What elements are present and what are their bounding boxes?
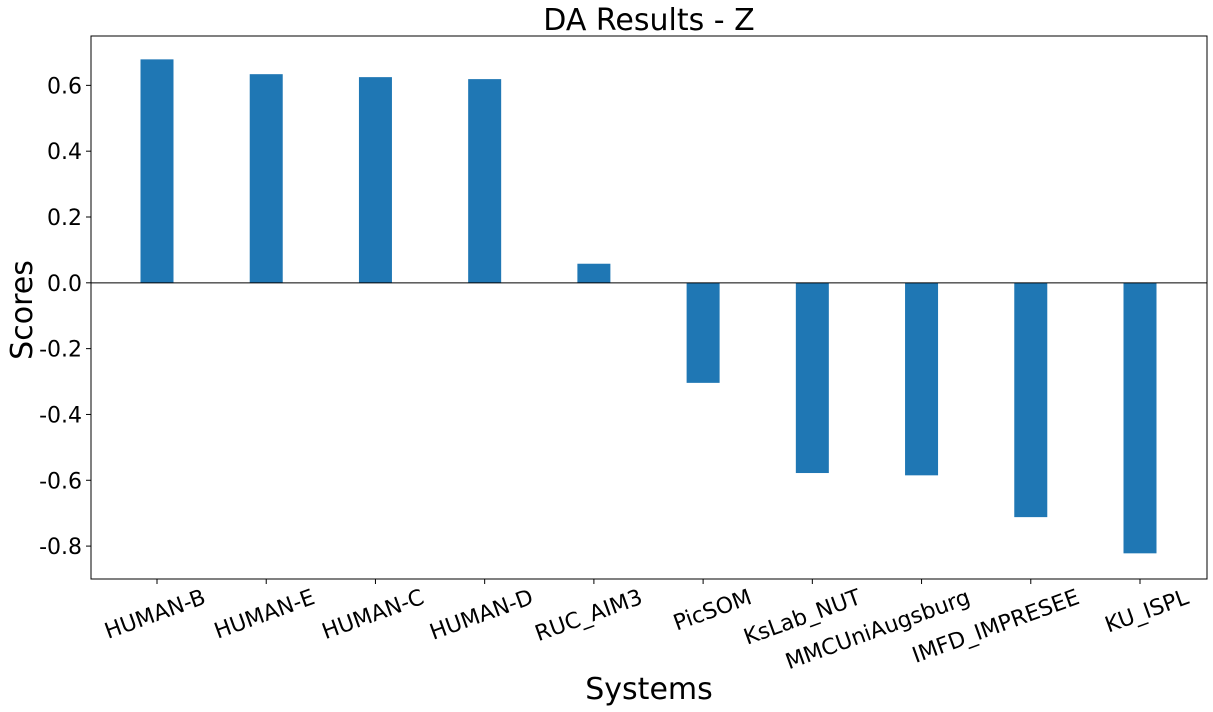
bar-imfd-impresee (1014, 282, 1048, 518)
bars-group (140, 59, 1157, 554)
y-axis-label: Scores (5, 260, 40, 360)
x-tick-label: KU_ISPL (1102, 585, 1193, 638)
y-tick-label: -0.4 (39, 403, 82, 428)
bar-picsom (686, 282, 720, 383)
bar-human-d (468, 79, 502, 283)
y-tick-label: 0.6 (47, 74, 82, 99)
y-tick-label: -0.8 (39, 535, 82, 560)
y-tick-label: -0.2 (39, 338, 82, 363)
bar-kslab-nut (795, 282, 829, 474)
x-tick-label: HUMAN-D (427, 585, 537, 645)
y-tick-label: 0.0 (47, 272, 82, 297)
x-tick-label: HUMAN-B (101, 585, 209, 645)
y-tick-label: 0.2 (47, 206, 82, 231)
bar-human-c (358, 77, 392, 283)
chart-title: DA Results - Z (543, 3, 754, 38)
x-tick-label: MMCUniAugsburg (782, 585, 973, 675)
x-tick-label: HUMAN-C (319, 585, 428, 645)
bar-ruc-aim3 (577, 263, 611, 283)
x-tick-label: RUC_AIM3 (532, 585, 646, 647)
y-tick-label: -0.6 (39, 469, 82, 494)
bar-mmcuniaugsburg (905, 282, 939, 476)
y-tick-label: 0.4 (47, 140, 82, 165)
plot-frame (90, 35, 1208, 580)
y-axis: -0.8 -0.6 -0.4 -0.2 0.0 0.2 0.4 0.6 (39, 74, 91, 560)
bar-ku-ispl (1123, 282, 1157, 554)
bar-human-b (140, 59, 174, 283)
x-axis-label: Systems (585, 672, 713, 707)
bar-human-e (249, 74, 283, 283)
x-tick-label: HUMAN-E (211, 585, 318, 644)
